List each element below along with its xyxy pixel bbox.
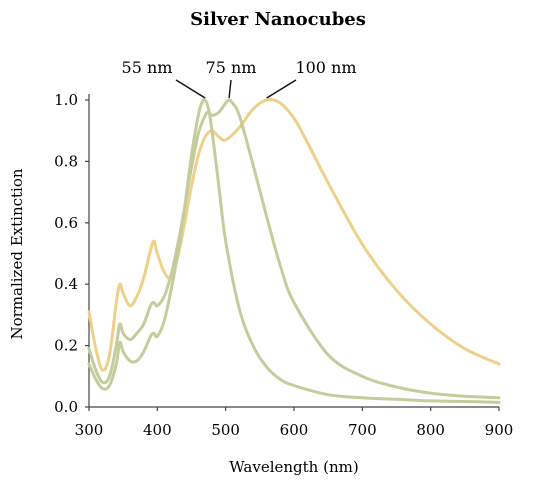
x-tick-label: 800 <box>416 421 445 439</box>
x-tick-label: 900 <box>485 421 514 439</box>
y-axis-label: Normalized Extinction <box>8 168 26 339</box>
y-tick-label: 0.0 <box>54 398 78 416</box>
y-tick-label: 0.4 <box>54 275 78 293</box>
y-tick-label: 0.6 <box>54 214 78 232</box>
series-label-leader-100-nm <box>266 79 297 99</box>
series-label-55-nm: 55 nm <box>122 58 173 77</box>
series-label-75-nm: 75 nm <box>206 58 257 77</box>
chart-title: Silver Nanocubes <box>190 9 366 30</box>
series-line-100-nm <box>87 98 501 372</box>
y-tick-label: 0.2 <box>54 337 78 355</box>
x-tick-label: 500 <box>211 421 240 439</box>
x-tick-label: 400 <box>143 421 172 439</box>
series-line-75-nm <box>87 98 501 400</box>
y-tick-label: 1.0 <box>54 91 78 109</box>
y-tick-label: 0.8 <box>54 152 78 170</box>
series-label-100-nm: 100 nm <box>295 58 356 77</box>
plot-area: 0.0 0.2 0.4 0.6 0.8 1.0 300 400 500 600 700 800 900 5… <box>54 58 513 439</box>
series-label-leader-55-nm <box>175 79 206 99</box>
x-tick-label: 700 <box>348 421 377 439</box>
x-tick-label: 600 <box>280 421 309 439</box>
series-label-leader-75-nm <box>228 79 232 99</box>
x-axis-label: Wavelength (nm) <box>229 458 358 476</box>
series-line-55-nm <box>87 98 501 404</box>
x-tick-label: 300 <box>75 421 104 439</box>
